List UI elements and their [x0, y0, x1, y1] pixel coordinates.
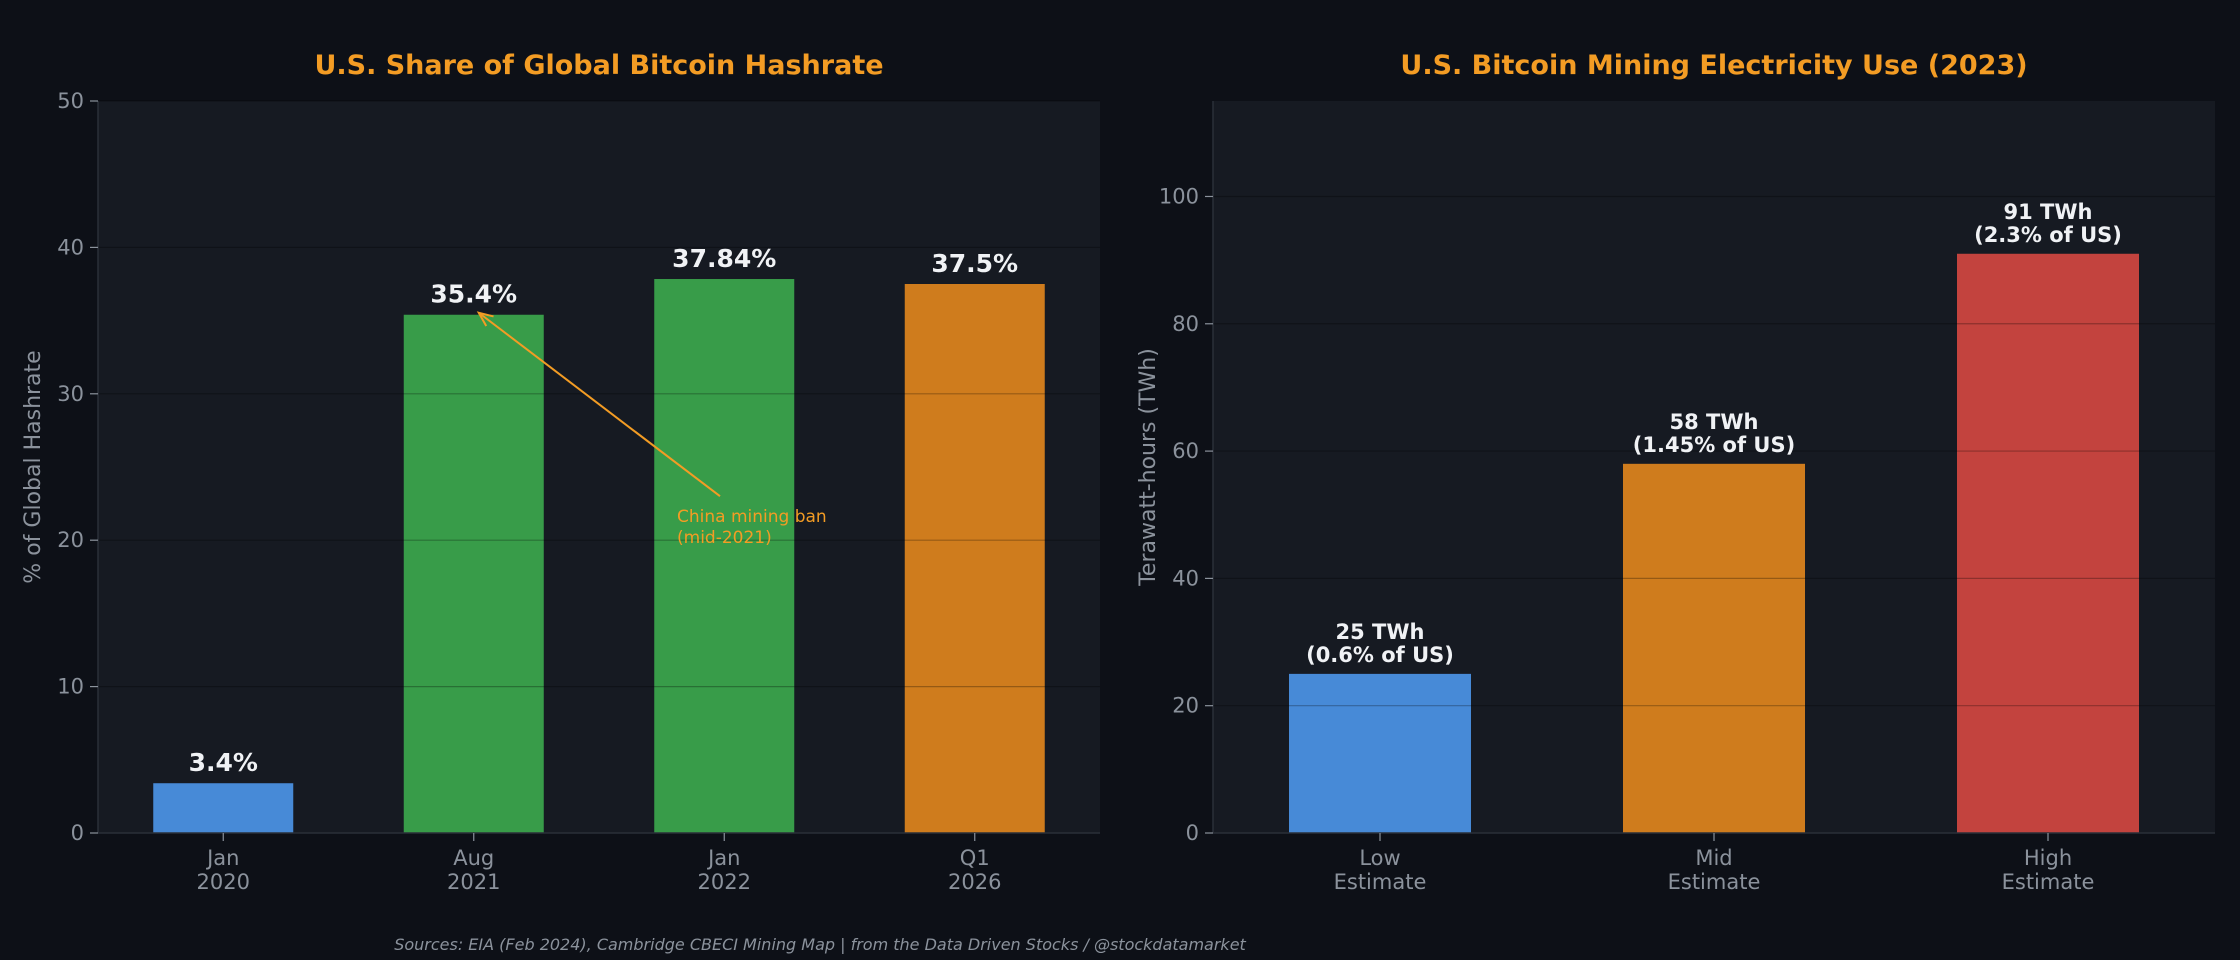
- x-tick-label: Jan 2020: [197, 846, 250, 894]
- chart-hashrate-share: U.S. Share of Global Bitcoin Hashrate 0 10…: [21, 50, 1100, 894]
- bar: [904, 284, 1045, 833]
- x-tick-label-line: Low: [1359, 846, 1400, 870]
- y-tick-label: 80: [1172, 312, 1199, 336]
- data-label: 35.4%: [430, 280, 517, 309]
- bar: [654, 279, 795, 833]
- chart-electricity-use: U.S. Bitcoin Mining Electricity Use (202…: [1136, 50, 2215, 894]
- annotation-text-line: China mining ban: [677, 507, 827, 527]
- x-tick-label-line: 2021: [447, 870, 500, 894]
- annotation-arrow-head: [476, 311, 494, 327]
- chart-title: U.S. Bitcoin Mining Electricity Use (202…: [1400, 50, 2027, 81]
- x-tick-label-line: 2026: [948, 870, 1001, 894]
- data-label-line: 58 TWh: [1670, 410, 1759, 434]
- x-tick-label-line: Estimate: [1668, 870, 1761, 894]
- y-tick-label: 40: [1172, 566, 1199, 590]
- annotation-arrow-line: [478, 311, 721, 497]
- data-label-line: 3.4%: [189, 748, 258, 777]
- data-label: 37.84%: [672, 244, 776, 273]
- y-tick-label: 40: [57, 235, 84, 259]
- x-tick-label: Aug 2021: [447, 846, 500, 894]
- y-tick-label: 10: [57, 675, 84, 699]
- x-tick-label: Q1 2026: [948, 846, 1001, 894]
- data-label: 3.4%: [189, 748, 258, 777]
- x-tick-label-line: Jan: [706, 846, 740, 870]
- y-tick-label: 0: [1186, 821, 1199, 845]
- data-label-line: (2.3% of US): [1974, 223, 2122, 247]
- bar: [1957, 253, 2139, 834]
- x-tick-label: Low Estimate: [1334, 846, 1427, 894]
- bar: [403, 314, 544, 833]
- y-tick-label: 100: [1159, 184, 1199, 208]
- y-axis-label: Terawatt-hours (TWh): [1136, 348, 1161, 587]
- data-label: 37.5%: [931, 249, 1018, 278]
- y-tick-label: 50: [57, 89, 84, 113]
- x-tick-label: Mid Estimate: [1668, 846, 1761, 894]
- x-tick-label-line: Jan: [205, 846, 239, 870]
- y-tick-label: 20: [57, 528, 84, 552]
- x-tick-label: Jan 2022: [698, 846, 751, 894]
- data-label-line: 37.84%: [672, 244, 776, 273]
- y-axis-label: % of Global Hashrate: [21, 350, 46, 583]
- x-tick-label-line: Estimate: [2002, 870, 2095, 894]
- x-tick-label-line: 2022: [698, 870, 751, 894]
- x-tick-label-line: Q1: [960, 846, 990, 870]
- x-tick-label-line: Mid: [1695, 846, 1732, 870]
- bar: [153, 783, 294, 833]
- data-label-line: (1.45% of US): [1633, 433, 1795, 457]
- data-label-line: 91 TWh: [2004, 200, 2093, 224]
- x-tick-label-line: Aug: [453, 846, 494, 870]
- x-tick-label-line: High: [2024, 846, 2072, 870]
- bar: [1289, 673, 1471, 833]
- bar: [1623, 463, 1805, 833]
- chart-title: U.S. Share of Global Bitcoin Hashrate: [314, 50, 883, 81]
- data-label: 25 TWh (0.6% of US): [1306, 620, 1454, 667]
- data-label: 58 TWh (1.45% of US): [1633, 410, 1795, 457]
- x-tick-label-line: 2020: [197, 870, 250, 894]
- y-tick-label: 30: [57, 382, 84, 406]
- annotation-text-line: (mid-2021): [677, 528, 772, 548]
- annotation-text: China mining ban (mid-2021): [677, 507, 827, 548]
- data-label-line: 35.4%: [430, 280, 517, 309]
- y-tick-label: 20: [1172, 694, 1199, 718]
- data-label-line: (0.6% of US): [1306, 643, 1454, 667]
- y-tick-label: 0: [71, 821, 84, 845]
- data-label: 91 TWh (2.3% of US): [1974, 200, 2122, 247]
- data-label-line: 37.5%: [931, 249, 1018, 278]
- x-tick-label-line: Estimate: [1334, 870, 1427, 894]
- data-label-line: 25 TWh: [1336, 620, 1425, 644]
- y-tick-label: 60: [1172, 439, 1199, 463]
- source-note: Sources: EIA (Feb 2024), Cambridge CBECI…: [394, 935, 1246, 954]
- x-tick-label: High Estimate: [2002, 846, 2095, 894]
